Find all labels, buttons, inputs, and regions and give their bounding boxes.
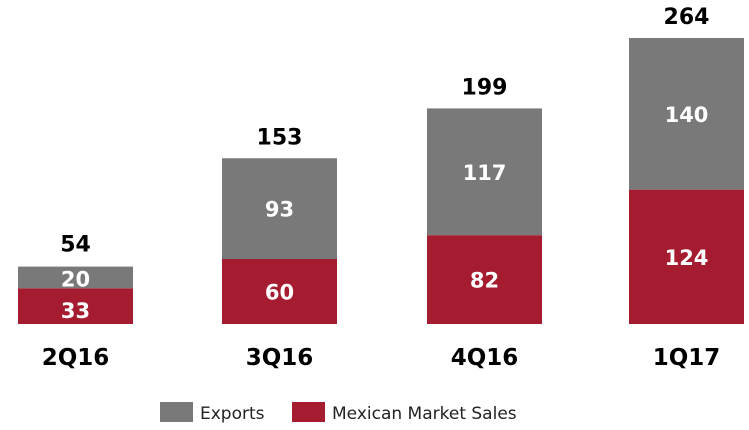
data-label: 60 xyxy=(265,281,294,305)
bar-segment-mexican-market-sales xyxy=(427,235,542,324)
category-label: 4Q16 xyxy=(451,345,519,371)
legend-label: Mexican Market Sales xyxy=(332,404,517,424)
bar-segment-mexican-market-sales xyxy=(222,259,337,324)
bar-segment-exports xyxy=(18,266,133,289)
bar-segment-mexican-market-sales xyxy=(18,288,133,324)
category-label: 2Q16 xyxy=(42,345,110,371)
category-label: 3Q16 xyxy=(246,345,314,371)
total-label: 54 xyxy=(60,233,91,258)
total-label: 264 xyxy=(664,5,710,30)
data-label: 93 xyxy=(265,198,294,222)
data-label: 140 xyxy=(665,103,709,127)
bar-segment-exports xyxy=(222,158,337,259)
data-label: 33 xyxy=(61,299,90,323)
data-label: 124 xyxy=(665,246,709,270)
legend-label: Exports xyxy=(200,404,265,424)
legend-swatch xyxy=(160,402,193,422)
bar-segment-exports xyxy=(629,38,744,190)
total-label: 153 xyxy=(257,125,303,150)
category-label: 1Q17 xyxy=(653,345,721,371)
data-label: 117 xyxy=(463,161,507,185)
legend-swatch xyxy=(292,402,325,422)
bar-segment-exports xyxy=(427,108,542,236)
total-label: 199 xyxy=(462,75,508,100)
data-label: 82 xyxy=(470,269,499,293)
bar-segment-mexican-market-sales xyxy=(629,189,744,324)
data-label: 20 xyxy=(61,268,90,292)
